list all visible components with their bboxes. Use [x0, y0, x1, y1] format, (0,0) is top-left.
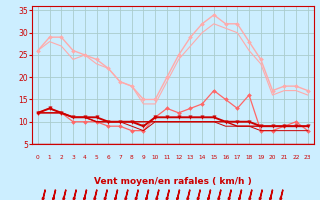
X-axis label: Vent moyen/en rafales ( km/h ): Vent moyen/en rafales ( km/h )	[94, 177, 252, 186]
